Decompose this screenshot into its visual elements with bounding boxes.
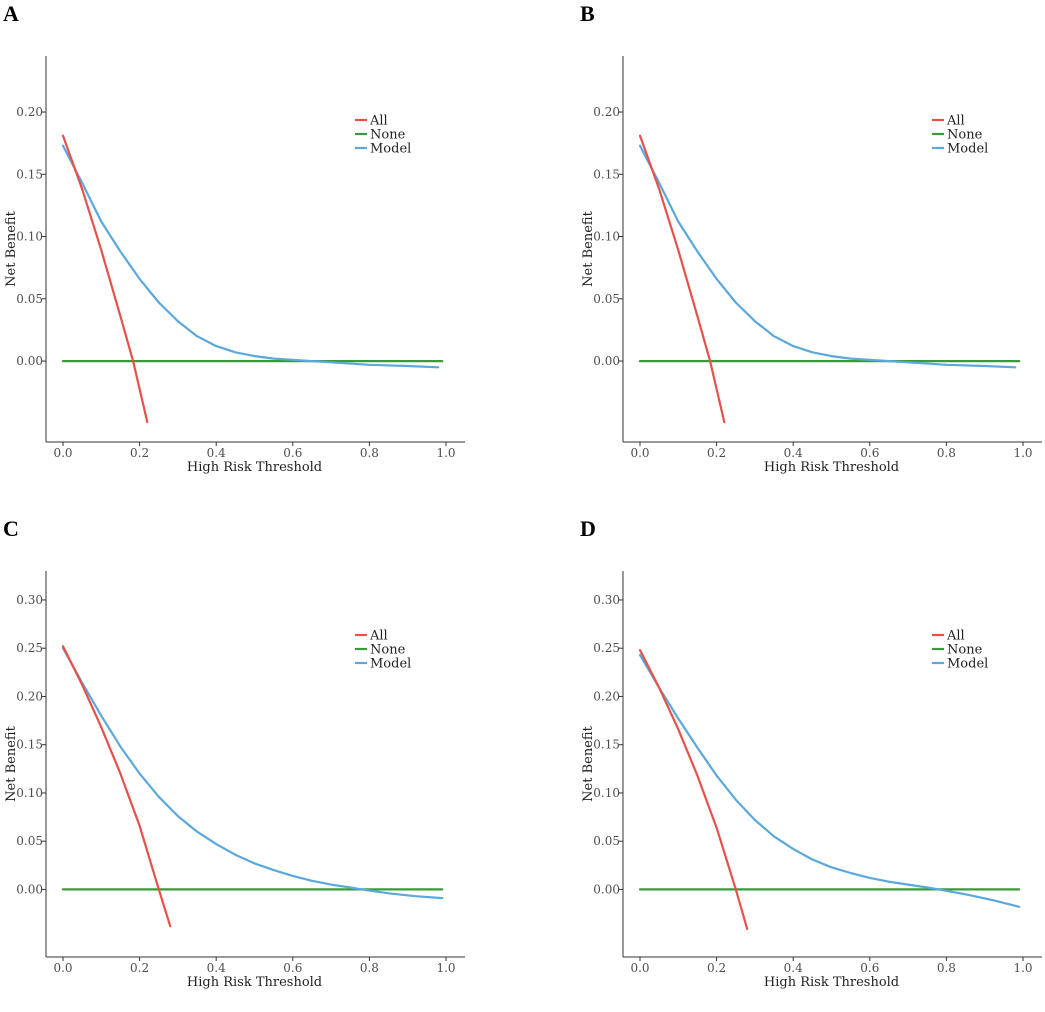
y-tick-label: 0.30 — [16, 593, 43, 607]
x-tick-label: 0.2 — [707, 961, 726, 975]
legend-label-all: All — [369, 629, 388, 644]
x-axis-title: High Risk Threshold — [764, 975, 899, 990]
chart-c: C 0.0 0.2 0.4 0.6 0.8 1.0 0.00 0.05 0.10 0.15 0.20 0… — [3, 516, 465, 990]
x-tick-label: 0.6 — [283, 446, 302, 460]
x-tick-label: 0.4 — [784, 961, 803, 975]
y-tick-label: 0.15 — [593, 738, 620, 752]
y-tick-label: 0.00 — [16, 354, 43, 368]
series-line-model — [61, 144, 440, 369]
x-tick-label: 1.0 — [1013, 961, 1032, 975]
chart-a: A 0.0 0.2 0.4 0.6 0.8 1.0 0.00 0.05 0.10 0.15 0.20 H… — [3, 1, 465, 475]
x-tick-label: 0.0 — [630, 446, 649, 460]
x-tick-label: 0.6 — [283, 961, 302, 975]
x-tick-label: 0.6 — [860, 446, 879, 460]
y-tick-label: 0.20 — [16, 689, 43, 703]
y-tick-label: 0.20 — [16, 105, 43, 119]
y-tick-label: 0.00 — [16, 882, 43, 896]
legend-label-none: None — [370, 643, 406, 658]
x-tick-label: 0.0 — [53, 961, 72, 975]
legend-label-all: All — [369, 114, 388, 129]
y-tick-label: 0.15 — [16, 738, 43, 752]
x-tick-label: 0.8 — [937, 961, 956, 975]
y-tick-label: 0.25 — [16, 641, 43, 655]
y-tick-label: 0.10 — [593, 786, 620, 800]
x-tick-label: 0.2 — [130, 961, 149, 975]
x-tick-label: 0.8 — [360, 446, 379, 460]
series-line-model — [61, 647, 444, 900]
y-tick-label: 0.10 — [16, 230, 43, 244]
panel-c: C 0.0 0.2 0.4 0.6 0.8 1.0 0.00 0.05 0.10 0.15 0.20 0… — [0, 515, 522, 1012]
x-tick-label: 0.4 — [784, 446, 803, 460]
series-line-all — [638, 649, 749, 931]
legend-label-all: All — [946, 114, 965, 129]
panel-a: A 0.0 0.2 0.4 0.6 0.8 1.0 0.00 0.05 0.10 0.15 0.20 H… — [0, 0, 522, 497]
y-tick-label: 0.05 — [16, 834, 43, 848]
panel-b: B 0.0 0.2 0.4 0.6 0.8 1.0 0.00 0.05 0.10 0.15 0.20 H… — [577, 0, 1045, 497]
y-tick-label: 0.15 — [16, 167, 43, 181]
x-tick-label: 0.4 — [207, 446, 226, 460]
x-tick-label: 1.0 — [436, 961, 455, 975]
series-line-all — [61, 134, 149, 424]
legend-label-model: Model — [947, 657, 988, 672]
y-tick-label: 0.00 — [593, 882, 620, 896]
series-line-model — [638, 144, 1017, 369]
legend-label-none: None — [947, 643, 983, 658]
x-axis-title: High Risk Threshold — [764, 460, 899, 475]
y-tick-label: 0.00 — [593, 354, 620, 368]
y-axis-title: Net Benefit — [581, 725, 596, 801]
y-tick-label: 0.25 — [593, 641, 620, 655]
legend-label-model: Model — [370, 142, 411, 157]
y-tick-label: 0.20 — [593, 105, 620, 119]
legend-label-all: All — [946, 629, 965, 644]
x-tick-label: 1.0 — [1013, 446, 1032, 460]
y-tick-label: 0.05 — [593, 834, 620, 848]
y-axis-title: Net Benefit — [581, 210, 596, 286]
y-axis-title: Net Benefit — [4, 725, 19, 801]
x-tick-label: 0.0 — [53, 446, 72, 460]
y-tick-label: 0.05 — [593, 292, 620, 306]
x-axis-title: High Risk Threshold — [187, 975, 322, 990]
y-tick-label: 0.05 — [16, 292, 43, 306]
y-tick-label: 0.10 — [593, 230, 620, 244]
chart-b: B 0.0 0.2 0.4 0.6 0.8 1.0 0.00 0.05 0.10 0.15 0.20 H… — [580, 1, 1042, 475]
x-tick-label: 0.4 — [207, 961, 226, 975]
x-tick-label: 0.2 — [130, 446, 149, 460]
x-tick-label: 0.0 — [630, 961, 649, 975]
x-tick-label: 0.2 — [707, 446, 726, 460]
x-tick-label: 0.6 — [860, 961, 879, 975]
x-tick-label: 0.8 — [937, 446, 956, 460]
series-line-model — [638, 653, 1021, 908]
legend-label-none: None — [947, 128, 983, 143]
panel-letter: A — [3, 1, 19, 26]
series-line-all — [638, 134, 726, 424]
x-axis-title: High Risk Threshold — [187, 460, 322, 475]
y-tick-label: 0.10 — [16, 786, 43, 800]
legend-label-model: Model — [947, 142, 988, 157]
series-line-all — [61, 645, 172, 928]
x-tick-label: 0.8 — [360, 961, 379, 975]
x-tick-label: 1.0 — [436, 446, 455, 460]
legend-label-model: Model — [370, 657, 411, 672]
y-axis-title: Net Benefit — [4, 210, 19, 286]
legend-label-none: None — [370, 128, 406, 143]
panel-letter: B — [580, 1, 595, 26]
panel-letter: C — [3, 516, 19, 541]
panel-letter: D — [580, 516, 596, 541]
y-tick-label: 0.15 — [593, 167, 620, 181]
chart-d: D 0.0 0.2 0.4 0.6 0.8 1.0 0.00 0.05 0.10 0.15 0.20 0… — [580, 516, 1042, 990]
y-tick-label: 0.20 — [593, 689, 620, 703]
y-tick-label: 0.30 — [593, 593, 620, 607]
panel-d: D 0.0 0.2 0.4 0.6 0.8 1.0 0.00 0.05 0.10 0.15 0.20 0… — [577, 515, 1045, 1012]
